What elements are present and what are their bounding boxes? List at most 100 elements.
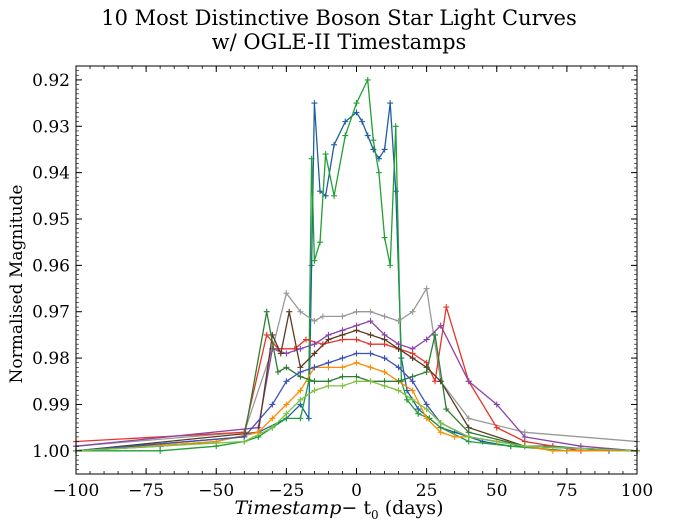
data-point xyxy=(331,141,338,148)
data-point xyxy=(311,364,318,371)
data-point xyxy=(423,369,430,375)
data-point xyxy=(381,146,388,153)
data-point xyxy=(423,336,430,343)
data-point xyxy=(432,378,439,385)
data-point xyxy=(325,382,332,389)
data-point xyxy=(263,331,270,338)
x-tick-label: 25 xyxy=(416,481,438,501)
data-point xyxy=(339,373,346,380)
y-tick-label: 0.93 xyxy=(32,117,70,137)
data-point xyxy=(322,192,329,199)
data-point xyxy=(342,132,349,139)
data-point xyxy=(263,308,270,315)
data-point xyxy=(437,420,444,426)
data-point xyxy=(423,406,430,413)
data-point xyxy=(403,396,410,403)
data-point xyxy=(353,359,360,366)
series-line xyxy=(75,311,638,452)
x-tick-label: 100 xyxy=(621,481,653,501)
data-point xyxy=(311,257,318,264)
data-point xyxy=(303,336,310,343)
data-point xyxy=(381,382,388,389)
data-point xyxy=(319,341,326,348)
data-point xyxy=(297,415,304,422)
data-point xyxy=(409,378,416,385)
data-point xyxy=(367,331,374,338)
data-point xyxy=(305,415,312,422)
data-point xyxy=(325,359,332,366)
x-axis-label-main: Timestamp xyxy=(234,497,342,519)
data-point xyxy=(465,415,472,422)
data-point xyxy=(308,262,315,269)
data-point xyxy=(364,76,371,83)
series-layer xyxy=(73,76,640,454)
data-point xyxy=(339,355,346,362)
data-point xyxy=(297,369,304,375)
data-point xyxy=(269,331,276,338)
data-point xyxy=(311,350,318,357)
x-tick-label: 75 xyxy=(556,481,578,501)
data-point xyxy=(381,355,388,362)
data-point xyxy=(395,378,402,385)
data-point xyxy=(409,355,416,362)
data-point xyxy=(367,364,374,371)
data-point xyxy=(443,406,450,413)
series-line xyxy=(75,286,638,447)
y-tick-label: 0.95 xyxy=(32,210,70,230)
data-point xyxy=(353,100,360,107)
data-point xyxy=(395,318,402,324)
x-axis-label-subscript: 0 xyxy=(371,507,379,522)
series-0 xyxy=(73,100,640,454)
y-tick-label: 0.98 xyxy=(32,349,70,369)
data-point xyxy=(339,313,346,320)
data-point xyxy=(311,100,318,107)
data-point xyxy=(274,369,281,375)
data-point xyxy=(353,350,360,357)
series-line xyxy=(75,103,637,452)
data-point xyxy=(286,308,293,315)
data-point xyxy=(367,308,374,315)
data-point xyxy=(331,192,338,199)
series-9 xyxy=(73,378,640,454)
x-axis-label: Timestamp− t0 (days) xyxy=(0,497,678,522)
data-point xyxy=(437,429,444,436)
data-point xyxy=(322,151,329,158)
data-point xyxy=(339,331,346,338)
data-point xyxy=(283,290,290,297)
data-point xyxy=(381,336,388,343)
data-point xyxy=(269,424,276,431)
series-line xyxy=(75,380,638,452)
data-point xyxy=(353,336,360,343)
data-point xyxy=(395,345,402,352)
data-point xyxy=(375,169,382,176)
y-tick-label: 0.92 xyxy=(32,71,70,91)
data-point xyxy=(311,387,318,394)
x-tick-label: 50 xyxy=(486,481,508,501)
data-point xyxy=(297,308,304,315)
data-point xyxy=(392,123,399,130)
data-point xyxy=(381,313,388,320)
axes-frame xyxy=(75,65,638,475)
data-point xyxy=(311,341,318,348)
data-point xyxy=(277,350,284,357)
data-point xyxy=(283,410,290,417)
series-2 xyxy=(73,285,640,450)
data-point xyxy=(437,322,444,329)
data-point xyxy=(283,378,290,385)
data-point xyxy=(342,118,349,125)
x-axis-label-minus: − t xyxy=(341,497,372,519)
data-point xyxy=(359,118,366,125)
y-tick-label: 0.96 xyxy=(32,256,70,276)
data-point xyxy=(367,378,374,385)
data-point xyxy=(395,364,402,371)
data-point xyxy=(465,378,472,385)
y-tick-label: 0.99 xyxy=(32,395,70,415)
data-point xyxy=(297,345,304,352)
x-axis-label-unit: (days) xyxy=(378,497,444,519)
data-point xyxy=(353,378,360,385)
data-point xyxy=(493,401,500,408)
data-point xyxy=(409,396,416,403)
data-point xyxy=(319,313,326,320)
data-point xyxy=(409,308,416,315)
data-point xyxy=(367,350,374,357)
